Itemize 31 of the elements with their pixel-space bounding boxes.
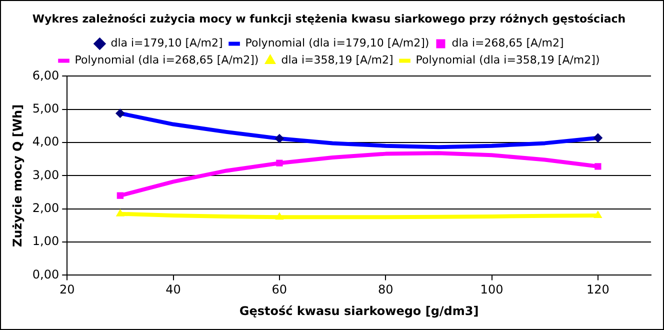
point — [594, 163, 602, 170]
x-axis-title: Gęstość kwasu siarkowego [g/dm3] — [239, 304, 479, 318]
point — [274, 134, 284, 144]
y-tick-label: 3,00 — [32, 168, 60, 182]
point — [593, 133, 602, 142]
y-tick-label: 2,00 — [32, 200, 60, 215]
y-tick-label: 6,00 — [32, 68, 60, 82]
y-tick-label: 0,00 — [32, 267, 60, 282]
legend-label: dla i=268,65 [A/m2] — [452, 36, 564, 50]
y-tick-label: 5,00 — [32, 101, 60, 116]
x-tick-label: 20 — [59, 282, 75, 297]
point — [594, 211, 602, 218]
legend-label: Polynomial (dla i=179,10 [A/m2]) — [245, 36, 430, 50]
point — [116, 209, 124, 216]
legend-label: Polynomial (dla i=358,19 [A/m2]) — [416, 54, 600, 67]
chart-title: Wykres zależności zużycia mocy w funkcji stężenia kwasu siarkowego przy różnych gęstościach — [32, 12, 626, 26]
point — [275, 212, 284, 220]
point — [116, 192, 124, 199]
point — [116, 108, 125, 118]
x-tick-label: 60 — [272, 282, 288, 297]
y-tick-label: 1,00 — [32, 234, 60, 248]
point — [276, 160, 283, 166]
x-tick-label: 40 — [166, 282, 181, 297]
y-axis-title: Zużycie mocy Q [Wh] — [10, 104, 24, 247]
x-tick-label: 120 — [586, 282, 610, 297]
x-tick-label: 80 — [378, 282, 394, 297]
legend-label: dla i=179,10 [A/m2] — [110, 36, 223, 50]
x-tick-label: 100 — [480, 282, 504, 297]
y-tick-label: 4,00 — [32, 134, 60, 149]
legend-label: Polynomial (dla i=268,65 [A/m2]) — [74, 54, 259, 67]
legend-label: dla i=358,19 [A/m2] — [281, 54, 394, 67]
